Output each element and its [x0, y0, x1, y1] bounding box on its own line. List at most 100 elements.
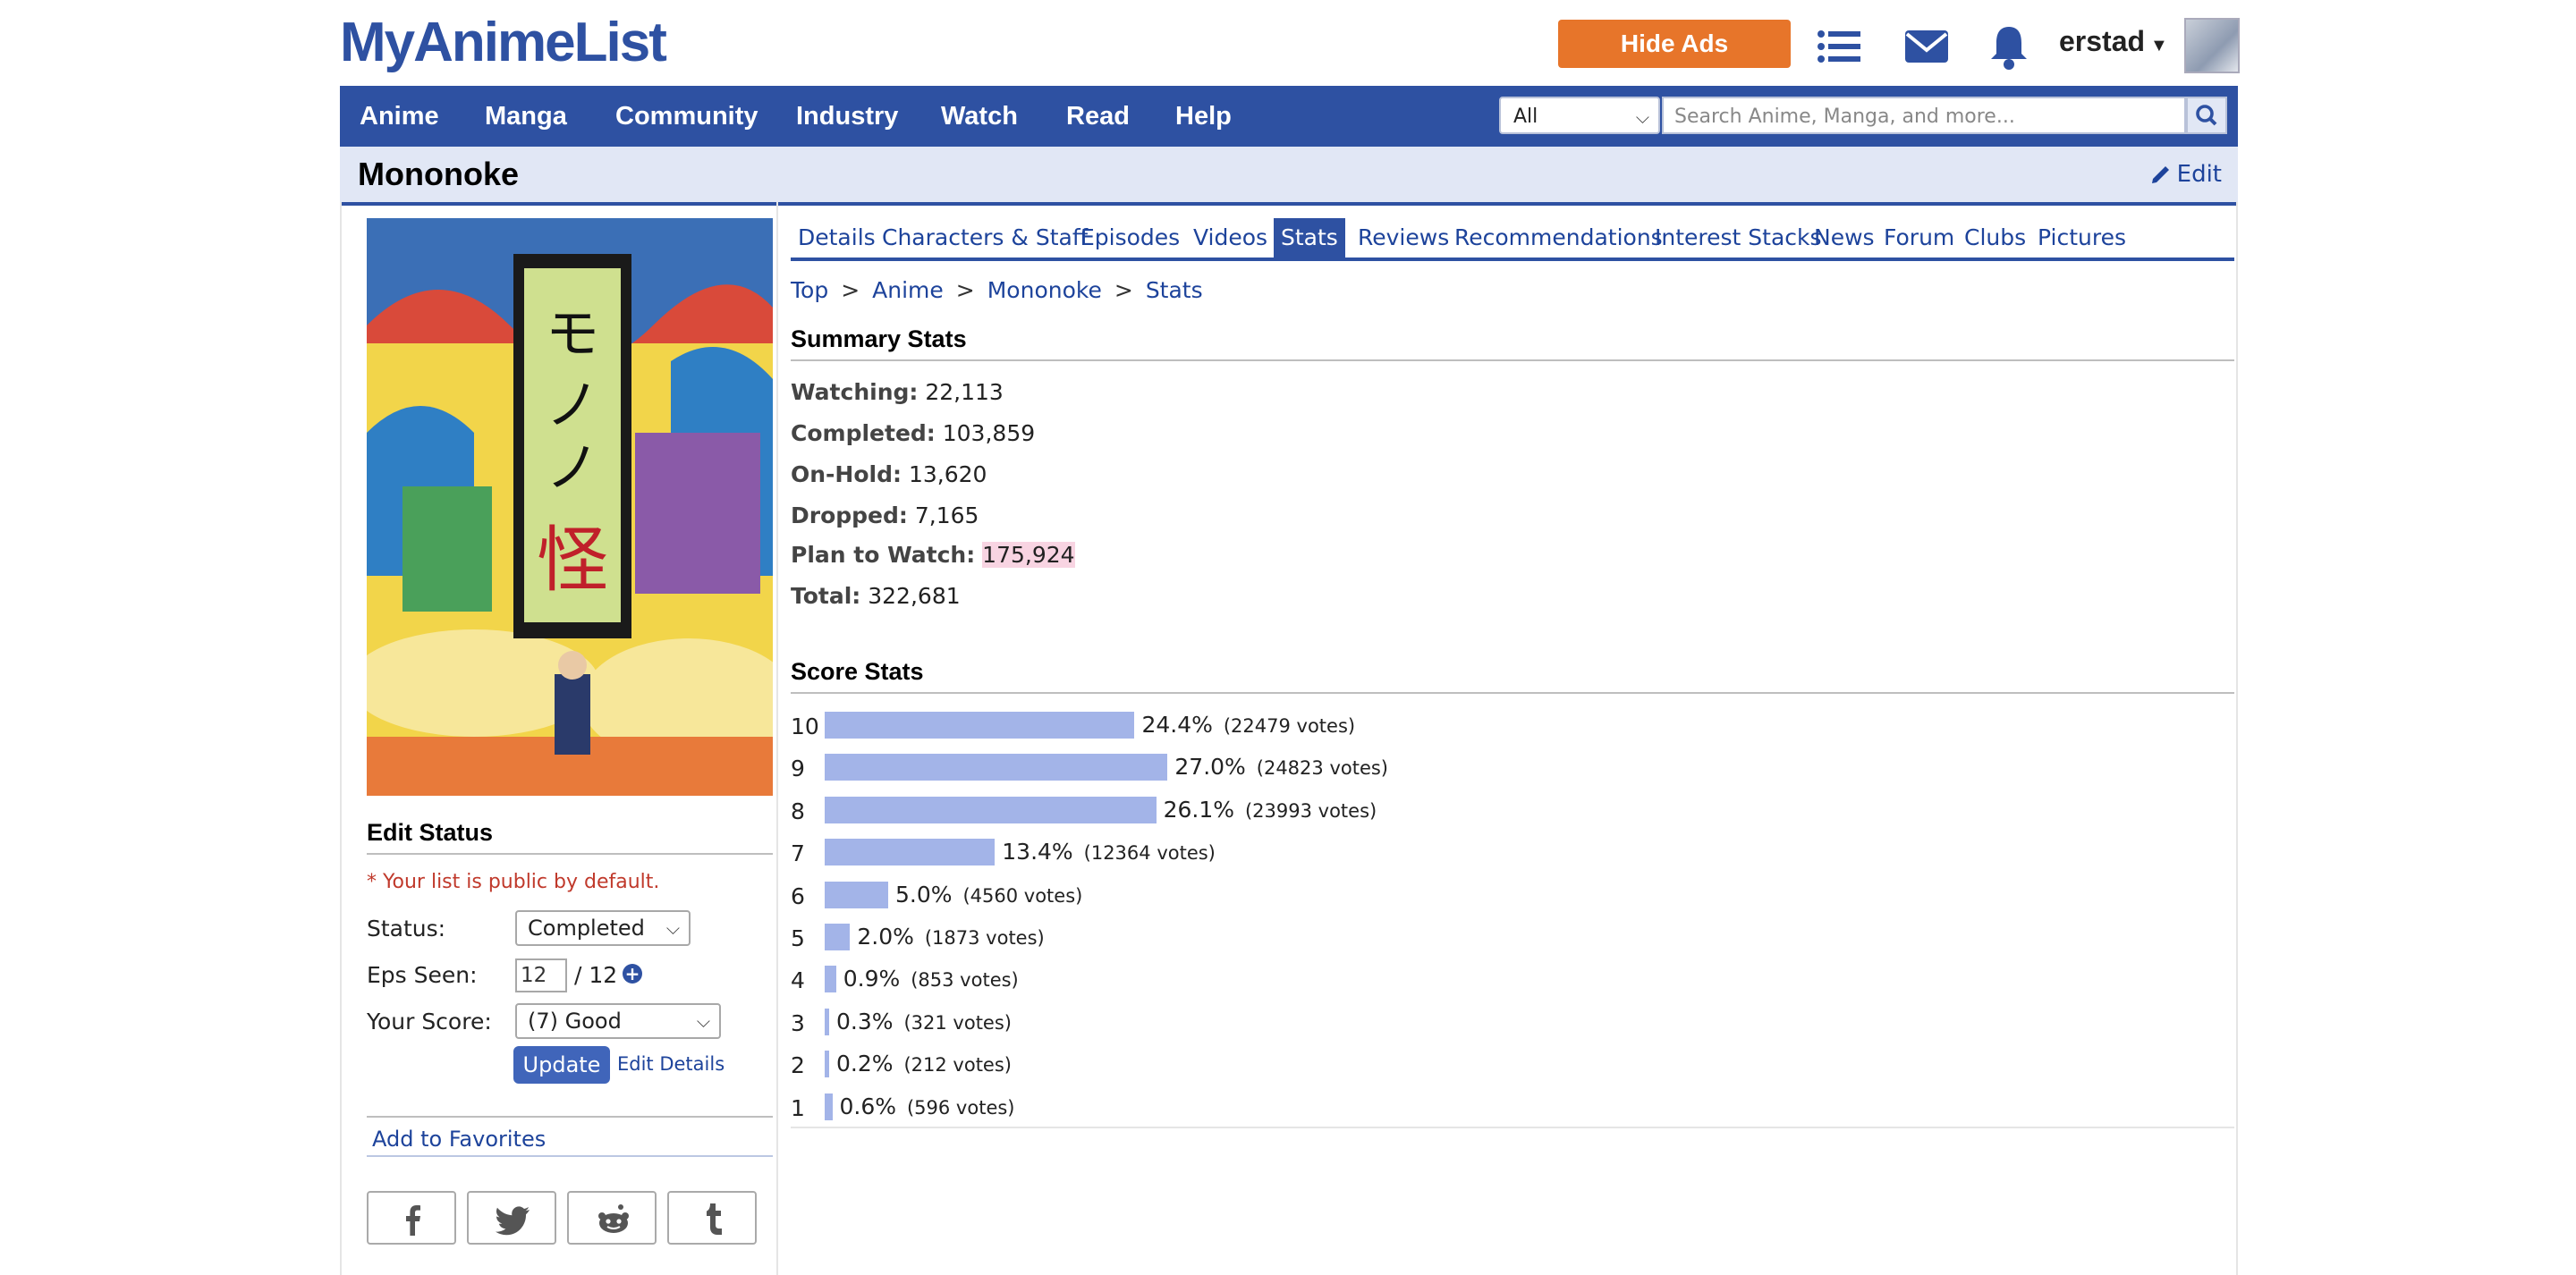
tab-reviews[interactable]: Reviews — [1358, 224, 1450, 250]
score-votes: (12364 votes) — [1083, 842, 1216, 865]
score-percent-text: 0.3% (321 votes) — [836, 1009, 1012, 1034]
stat-value: 103,859 — [942, 420, 1036, 446]
edit-details-link[interactable]: Edit Details — [617, 1053, 724, 1075]
score-select[interactable]: (7) Good ⌵ — [515, 1003, 721, 1039]
score-percent-text: 13.4% (12364 votes) — [1002, 839, 1216, 865]
nav-community[interactable]: Community — [615, 102, 758, 131]
mail-icon[interactable] — [1900, 20, 1953, 73]
share-twitter-button[interactable] — [467, 1191, 556, 1245]
chevron-down-icon: ▼ — [2150, 36, 2168, 55]
stat-label: Dropped: — [791, 502, 908, 528]
edit-status-heading: Edit Status — [367, 819, 494, 846]
score-value-label: 4 — [791, 967, 805, 994]
score-value: (7) Good — [528, 1009, 622, 1034]
score-percent: 26.1% — [1163, 796, 1235, 823]
search-button[interactable] — [2186, 97, 2227, 134]
breadcrumb-mononoke[interactable]: Mononoke — [987, 277, 1102, 303]
score-bar — [825, 966, 836, 993]
score-row: 3 0.3% (321 votes) — [791, 1008, 2043, 1041]
tab-characters-staff[interactable]: Characters & Staff — [882, 224, 1089, 250]
score-stats-heading: Score Stats — [791, 658, 924, 685]
score-value-label: 5 — [791, 925, 805, 951]
score-value-label: 6 — [791, 882, 805, 909]
your-score-label: Your Score: — [367, 1009, 492, 1034]
score-percent: 13.4% — [1002, 839, 1073, 865]
increment-episode-button[interactable]: + — [623, 964, 642, 984]
title-bar: Mononoke Edit — [340, 147, 2238, 206]
score-percent-text: 24.4% (22479 votes) — [1141, 712, 1355, 738]
tab-episodes[interactable]: Episodes — [1080, 224, 1181, 250]
nav-watch[interactable]: Watch — [941, 102, 1018, 131]
reddit-icon — [598, 1204, 629, 1233]
tab-clubs[interactable]: Clubs — [1964, 224, 2027, 250]
score-value-label: 2 — [791, 1052, 805, 1079]
share-reddit-button[interactable] — [567, 1191, 657, 1245]
avatar[interactable] — [2184, 18, 2240, 73]
score-row: 4 0.9% (853 votes) — [791, 966, 2043, 998]
update-button[interactable]: Update — [513, 1046, 610, 1084]
score-votes: (24823 votes) — [1256, 757, 1389, 780]
nav-anime[interactable]: Anime — [360, 102, 439, 131]
breadcrumb-top[interactable]: Top — [791, 277, 829, 303]
score-row: 1 0.6% (596 votes) — [791, 1093, 2043, 1126]
bell-icon[interactable] — [1982, 20, 2036, 73]
breadcrumb-stats[interactable]: Stats — [1145, 277, 1203, 303]
stat-watching: Watching: 22,113 — [791, 379, 1004, 405]
summary-stats-heading: Summary Stats — [791, 325, 967, 352]
breadcrumb-anime[interactable]: Anime — [872, 277, 944, 303]
chevron-down-icon: ⌵ — [665, 917, 680, 939]
share-facebook-button[interactable] — [367, 1191, 456, 1245]
eps-seen-input[interactable]: 12 — [515, 958, 567, 992]
user-menu[interactable]: erstad ▼ — [2059, 25, 2168, 58]
nav-industry[interactable]: Industry — [796, 102, 899, 131]
cover-image[interactable]: モ ノ ノ 怪 — [367, 218, 773, 796]
add-to-favorites-link[interactable]: Add to Favorites — [372, 1127, 546, 1152]
score-bar — [825, 924, 851, 950]
score-percent: 5.0% — [895, 881, 953, 908]
tumblr-icon — [707, 1203, 722, 1235]
nav-read[interactable]: Read — [1066, 102, 1130, 131]
score-value-label: 9 — [791, 756, 805, 782]
status-label: Status: — [367, 916, 446, 941]
tab-news[interactable]: News — [1814, 224, 1875, 250]
tab-stats[interactable]: Stats — [1274, 218, 1345, 258]
main-nav: Anime Manga Community Industry Watch Rea… — [340, 86, 2238, 147]
status-select[interactable]: Completed ⌵ — [515, 910, 691, 946]
stat-label: Completed: — [791, 420, 936, 446]
breadcrumb: Top > Anime > Mononoke > Stats — [791, 277, 1203, 303]
search-category-select[interactable]: All ⌵ — [1499, 97, 1660, 134]
nav-manga[interactable]: Manga — [485, 102, 567, 131]
page-title: Mononoke — [358, 156, 519, 192]
status-value: Completed — [528, 916, 645, 941]
search-input[interactable]: Search Anime, Manga, and more... — [1662, 97, 2186, 134]
stat-value: 322,681 — [868, 583, 961, 609]
score-bar — [825, 712, 1135, 739]
score-percent: 0.9% — [843, 966, 901, 992]
score-percent-text: 0.6% (596 votes) — [840, 1093, 1015, 1119]
score-votes: (23993 votes) — [1244, 799, 1377, 822]
score-percent-text: 0.2% (212 votes) — [836, 1051, 1012, 1077]
score-row: 6 5.0% (4560 votes) — [791, 881, 2043, 914]
score-votes: (1873 votes) — [924, 927, 1045, 949]
share-tumblr-button[interactable] — [667, 1191, 757, 1245]
tab-forum[interactable]: Forum — [1884, 224, 1955, 250]
hide-ads-button[interactable]: Hide Ads — [1558, 20, 1791, 68]
list-icon[interactable] — [1812, 20, 1866, 73]
divider — [367, 853, 773, 855]
edit-link[interactable]: Edit — [2150, 161, 2222, 188]
score-bar — [825, 881, 888, 908]
stat-completed: Completed: 103,859 — [791, 420, 1035, 446]
tab-videos[interactable]: Videos — [1193, 224, 1268, 250]
site-logo[interactable]: MyAnimeList — [340, 12, 667, 73]
svg-text:ノ: ノ — [546, 375, 599, 437]
breadcrumb-separator: > — [841, 277, 860, 303]
score-row: 10 24.4% (22479 votes) — [791, 712, 2043, 744]
tab-interest-stacks[interactable]: Interest Stacks — [1655, 224, 1822, 250]
score-percent: 24.4% — [1141, 712, 1213, 738]
tab-pictures[interactable]: Pictures — [2038, 224, 2126, 250]
tab-recommendations[interactable]: Recommendations — [1454, 224, 1663, 250]
nav-help[interactable]: Help — [1175, 102, 1232, 131]
score-percent: 2.0% — [857, 924, 914, 950]
score-value-label: 10 — [791, 713, 819, 739]
tab-details[interactable]: Details — [798, 224, 876, 250]
